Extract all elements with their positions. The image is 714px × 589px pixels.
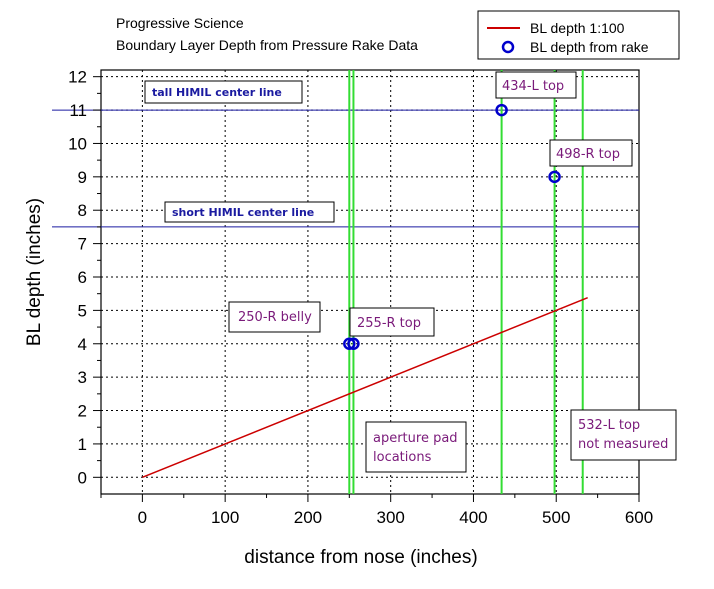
annotation-text-aperture: locations [373,450,432,465]
rake-point-498 [548,170,561,184]
x-tick-label: 100 [211,508,239,527]
annotation-box-532l [570,409,677,461]
annotation-text-498r: 498-R top [556,147,620,162]
y-tick-label: 0 [78,468,87,487]
annotation-text-532l: not measured [578,437,668,452]
annotation-text-532l: 532-L top [578,418,640,433]
annotation-box-498r [549,139,633,167]
y-tick-label: 5 [78,301,87,320]
rake-point-434 [495,103,508,117]
series [142,103,588,479]
reference-label-0: tall HIMIL center line [152,86,282,99]
annotation-box-255r [349,307,435,337]
y-tick-label: 8 [78,201,87,220]
x-tick-label: 600 [625,508,653,527]
x-tick-label: 500 [542,508,570,527]
x-tick-label: 200 [294,508,322,527]
y-axis-title: BL depth (inches) [24,198,45,346]
chart-title-line-2: Boundary Layer Depth from Pressure Rake … [116,37,418,53]
annotation-text-434l: 434-L top [502,79,564,94]
reference-label-box-0 [144,80,303,104]
annotations: tall HIMIL center line short HIMIL center… [144,71,677,473]
legend-label-line: BL depth 1:100 [530,20,625,36]
y-tick-label: 10 [68,134,87,153]
annotation-box-250r [228,301,321,333]
legend-marker-swatch [501,40,515,54]
y-tick-label: 4 [78,335,87,354]
annotation-box-434l [495,71,577,99]
y-tick-label: 2 [78,402,87,421]
reference-label-box-1 [164,201,335,223]
y-tick-label: 9 [78,168,87,187]
x-tick-label: 300 [377,508,405,527]
annotation-text-aperture: aperture pad [373,431,458,446]
chart-title-line-1: Progressive Science [116,15,244,31]
y-tick-label: 3 [78,368,87,387]
y-tick-label: 12 [68,68,87,87]
reference-lines [52,109,639,228]
reference-label-1: short HIMIL center line [172,206,314,219]
annotation-box-aperture [365,421,467,473]
y-tick-label: 11 [69,101,87,120]
series-line-bl-depth [142,296,588,479]
x-tick-label: 400 [459,508,487,527]
legend: BL depth 1:100 BL depth from rake [477,10,680,60]
x-tick-label: 0 [138,508,147,527]
annotation-text-255r: 255-R top [357,316,421,331]
y-tick-label: 6 [78,268,87,287]
y-tick-label: 7 [78,235,87,254]
legend-label-scatter: BL depth from rake [530,39,649,55]
rake-point-255 [347,337,360,351]
annotation-text-250r: 250-R belly [238,310,312,325]
rake-point-250 [343,337,356,351]
x-axis-title: distance from nose (inches) [244,547,477,568]
grid [101,70,640,494]
y-tick-label: 1 [78,435,87,454]
